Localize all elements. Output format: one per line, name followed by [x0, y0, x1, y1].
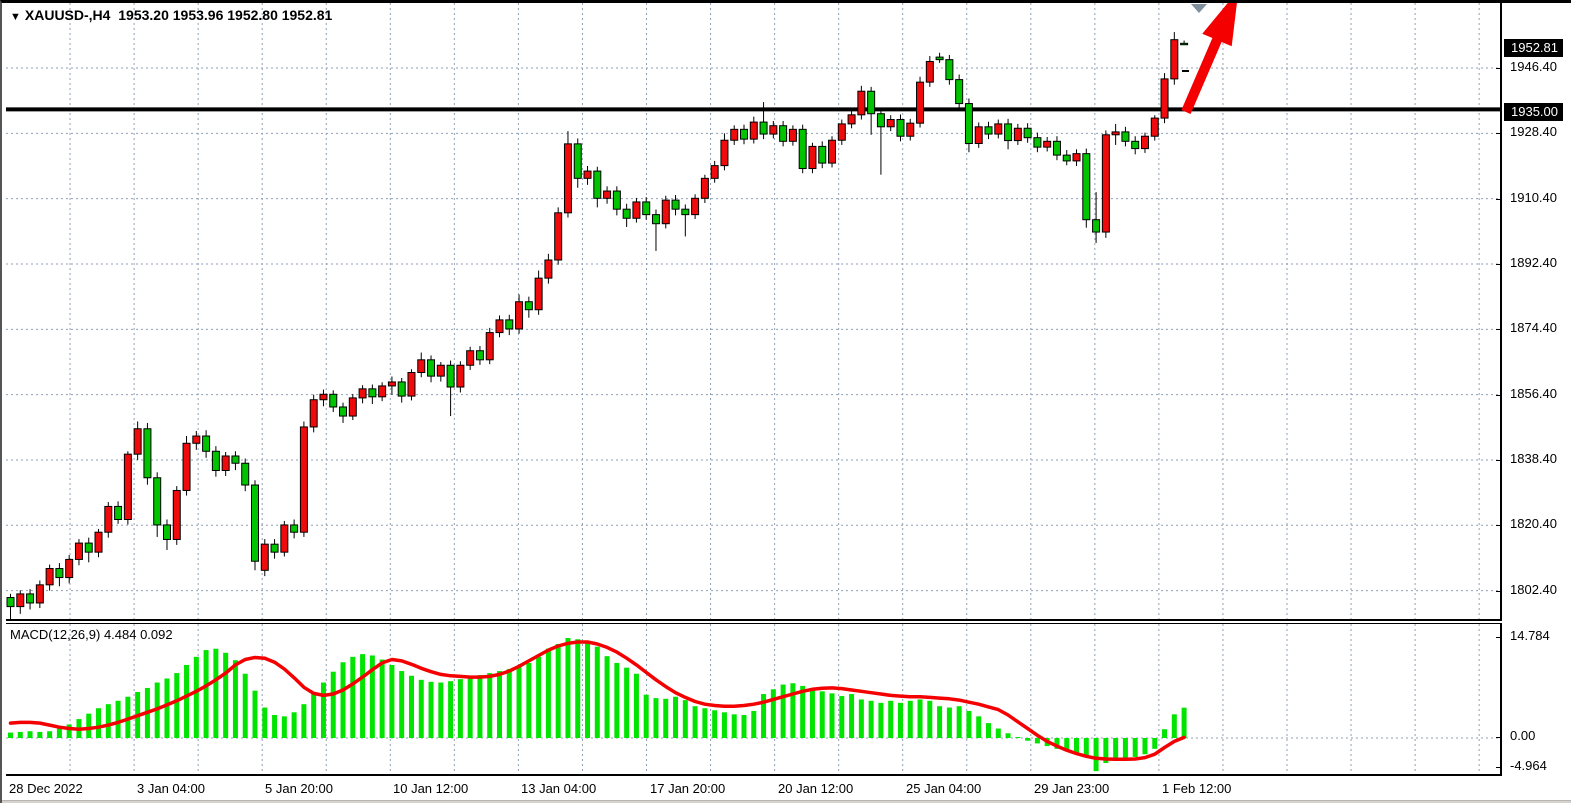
- trend-arrow-annotation[interactable]: [1181, 3, 1238, 114]
- main-grid: [6, 3, 1500, 619]
- time-tick-label: 10 Jan 12:00: [393, 781, 469, 796]
- chart-title: ▼ XAUUSD-,H4 1953.20 1953.96 1952.80 1952…: [10, 7, 332, 23]
- macd-values: 4.484 0.092: [103, 627, 173, 642]
- window-edge: [2, 800, 1571, 803]
- price-tick-label: 1928.40: [1510, 124, 1557, 140]
- macd-zero-label: 0.00: [1510, 728, 1536, 743]
- axis-tick-mark: [1496, 133, 1502, 135]
- axis-tick-mark: [1496, 263, 1502, 265]
- current-price-label: 1952.81: [1504, 38, 1563, 57]
- chart-shift-marker-icon[interactable]: [1191, 4, 1207, 13]
- axis-tick-mark: [1496, 767, 1502, 768]
- time-tick-label: 17 Jan 20:00: [650, 781, 726, 796]
- candles-series: [6, 32, 1189, 619]
- axis-tick-mark: [1496, 590, 1502, 592]
- resistance-line[interactable]: [6, 107, 1500, 112]
- resistance-price-label: 1935.00: [1504, 103, 1563, 122]
- price-tick-label: 1910.40: [1510, 189, 1557, 205]
- time-tick-label: 3 Jan 04:00: [137, 781, 205, 796]
- macd-canvas[interactable]: [6, 624, 1500, 774]
- axis-tick-mark: [1496, 329, 1502, 331]
- axis-tick-mark: [1496, 394, 1502, 396]
- symbol-dropdown-icon[interactable]: ▼: [10, 11, 21, 23]
- symbol-period-label: XAUUSD-,H4: [24, 7, 111, 23]
- axis-tick-mark: [1496, 68, 1502, 69]
- time-tick-label: 1 Feb 12:00: [1162, 781, 1232, 796]
- time-tick-label: 29 Jan 23:00: [1034, 781, 1110, 796]
- axis-tick-mark: [1496, 198, 1502, 200]
- macd-histogram: [8, 638, 1187, 772]
- price-chart-pane[interactable]: ▼ XAUUSD-,H4 1953.20 1953.96 1952.80 1952…: [6, 3, 1502, 621]
- price-tick-label: 1856.40: [1510, 385, 1557, 401]
- axis-tick-mark: [1496, 459, 1502, 461]
- price-tick-label: 1874.40: [1510, 320, 1557, 336]
- axis-tick-mark: [1496, 525, 1502, 527]
- macd-name: MACD(12,26,9): [10, 627, 101, 642]
- time-tick-label: 25 Jan 04:00: [906, 781, 982, 796]
- price-axis[interactable]: 1952.81 1935.00 1946.40 1928.40 1910.40 1892.…: [1502, 3, 1571, 776]
- macd-label: MACD(12,26,9) 4.484 0.092: [10, 627, 173, 642]
- time-axis[interactable]: 28 Dec 2022 3 Jan 04:00 5 Jan 20:00 10 Jan …: [2, 777, 1571, 800]
- macd-indicator-pane[interactable]: MACD(12,26,9) 4.484 0.092: [6, 623, 1502, 776]
- time-tick-label: 13 Jan 04:00: [521, 781, 597, 796]
- price-chart-canvas[interactable]: [6, 3, 1500, 619]
- macd-min-label: -4.964: [1510, 758, 1547, 773]
- time-tick-label: 5 Jan 20:00: [265, 781, 333, 796]
- ohlc-values: 1953.20 1953.96 1952.80 1952.81: [118, 7, 333, 23]
- macd-signal-line: [8, 640, 1186, 762]
- macd-grid: [6, 624, 1500, 774]
- macd-max-label: 14.784: [1510, 628, 1550, 643]
- price-tick-label: 1820.40: [1510, 516, 1557, 532]
- price-tick-label: 1802.40: [1510, 581, 1557, 597]
- time-tick-label: 20 Jan 12:00: [778, 781, 854, 796]
- price-tick-label: 1892.40: [1510, 254, 1557, 270]
- time-tick-label: 28 Dec 2022: [9, 781, 83, 796]
- axis-tick-mark: [1496, 637, 1502, 638]
- price-tick-label: 1838.40: [1510, 450, 1557, 466]
- price-tick-label: 1946.40: [1510, 59, 1557, 74]
- axis-tick-mark: [1496, 737, 1502, 738]
